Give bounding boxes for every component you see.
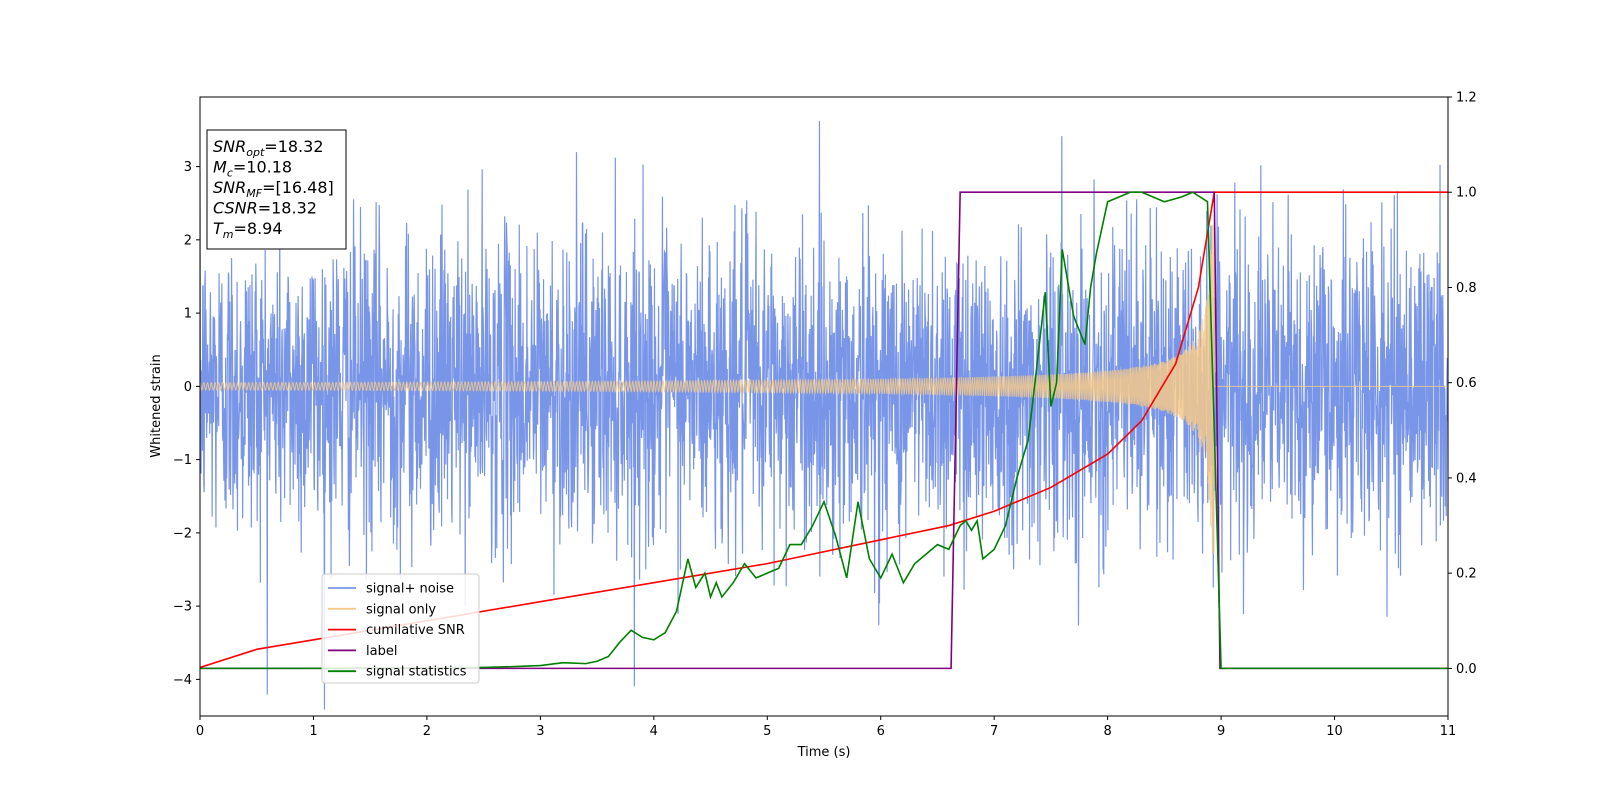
info-box-line: Mc=10.18 [213, 158, 292, 180]
x-tick-label: 6 [877, 724, 885, 739]
x-tick-label: 7 [990, 724, 998, 739]
x-tick-label: 3 [536, 724, 544, 739]
legend-frame [321, 573, 480, 684]
x-tick-label: 10 [1326, 724, 1343, 739]
legend-label: signal+ noise [366, 582, 454, 597]
legend: signal+ noise signal only cumilative SNR la… [321, 573, 480, 684]
x-tick-label: 5 [763, 724, 771, 739]
y-left-tick-label: 1 [184, 307, 192, 322]
y-left-tick-label: −1 [173, 453, 192, 468]
y-right-tick-label: 0.0 [1456, 662, 1477, 677]
x-tick-label: 2 [423, 724, 431, 739]
plot-frame [199, 96, 1449, 717]
info-box-line: CSNR=18.32 [213, 199, 317, 218]
y-right-tick-label: 1.2 [1456, 91, 1477, 106]
info-box-line: SNRMF=[16.48] [213, 178, 334, 200]
axes-layer: 0 1 2 3 4 5 6 7 8 9 10 113210−1−2−3−41.21.00.80.60.… [173, 91, 1477, 740]
y-left-tick-label: −3 [173, 600, 192, 615]
x-tick-label: 0 [196, 724, 204, 739]
x-tick-label: 4 [650, 724, 658, 739]
series-signal-plus-noise-line [200, 120, 1448, 710]
y-right-tick-label: 0.8 [1456, 281, 1477, 296]
legend-label: label [366, 644, 397, 659]
info-box-frame [206, 129, 347, 250]
y-right-tick-label: 0.4 [1456, 471, 1477, 486]
y-right-tick-label: 0.6 [1456, 376, 1477, 391]
info-box: SNRopt=18.32Mc=10.18SNRMF=[16.48]CSNR=18… [206, 129, 347, 250]
legend-label: signal statistics [366, 665, 467, 680]
y-left-tick-label: −2 [173, 526, 192, 541]
y-right-tick-label: 0.2 [1456, 567, 1477, 582]
x-tick-label: 9 [1217, 724, 1225, 739]
x-axis-title: Time (s) [797, 745, 851, 760]
x-tick-label: 1 [309, 724, 317, 739]
series-signal-statistics-line [200, 191, 1448, 670]
info-box-line: SNRopt=18.32 [213, 137, 324, 159]
x-tick-label: 8 [1103, 724, 1111, 739]
x-tick-label: 11 [1440, 724, 1457, 739]
y-left-tick-label: 0 [184, 380, 192, 395]
y-left-tick-label: −4 [173, 673, 192, 688]
y-axis-title: Whitened strain [149, 354, 164, 457]
info-box-line: Tm=8.94 [213, 219, 283, 241]
legend-label: signal only [366, 602, 436, 617]
y-left-tick-label: 2 [184, 233, 192, 248]
series-signal-only-line [200, 218, 1448, 554]
y-right-tick-label: 1.0 [1456, 186, 1477, 201]
legend-label: cumilative SNR [366, 623, 465, 638]
y-left-tick-label: 3 [184, 160, 192, 175]
